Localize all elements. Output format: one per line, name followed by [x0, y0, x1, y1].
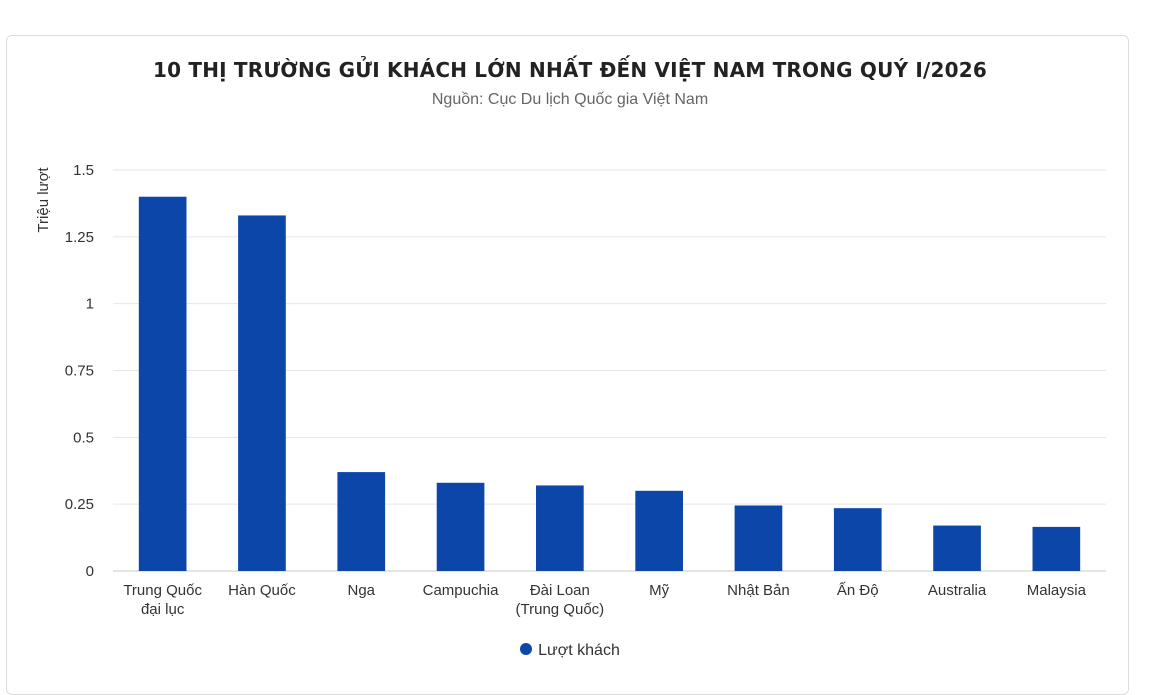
x-tick-label-line: đại lục [141, 601, 185, 618]
y-axis-ticks: 0 0.25 0.5 0.75 1 1.25 1.5 [65, 162, 94, 580]
chart-title: 10 THỊ TRƯỜNG GỬI KHÁCH LỚN NHẤT ĐẾN VIỆ… [152, 58, 988, 82]
bar[interactable] [536, 485, 584, 571]
x-axis-ticks: Trung Quốc đại lục Hàn Quốc Nga Campuchia Đài… [123, 582, 1086, 618]
bar-chart: 0 0.25 0.5 0.75 1 1.25 1.5 Triệu lượt Trung Qu… [35, 162, 1106, 618]
x-tick-label: Mỹ [649, 582, 669, 599]
x-tick-label: Malaysia [1027, 582, 1087, 599]
x-tick-label: Campuchia [423, 582, 500, 599]
bar[interactable] [1032, 526, 1081, 571]
bar[interactable] [933, 525, 981, 571]
x-tick-label-line: Australia [928, 582, 987, 599]
bar[interactable] [734, 505, 783, 571]
bars [138, 196, 1081, 572]
legend-marker [520, 642, 533, 655]
y-tick-label: 0.5 [73, 429, 94, 446]
x-tick-label-line: Ấn Độ [837, 582, 879, 599]
x-tick-label-line: Đài Loan [530, 582, 590, 599]
y-tick-label: 1.25 [65, 229, 94, 246]
x-tick-label-line: Mỹ [649, 582, 669, 599]
x-tick-label-line: Trung Quốc [123, 582, 202, 599]
x-tick-label-line: Hàn Quốc [228, 582, 296, 599]
bar[interactable] [337, 472, 386, 571]
x-tick-label: Australia [928, 582, 987, 599]
x-tick-label: Nhật Bản [727, 582, 790, 599]
y-tick-label: 1 [86, 296, 94, 313]
legend-label: Lượt khách [538, 642, 620, 659]
x-tick-label-line: Campuchia [423, 582, 500, 599]
x-tick-label-line: Nga [347, 582, 375, 599]
y-tick-label: 0.25 [65, 496, 94, 513]
x-tick-label: Nga [347, 582, 375, 599]
y-tick-label: 1.5 [73, 162, 94, 179]
bar[interactable] [138, 196, 187, 571]
x-tick-label: Đài Loan (Trung Quốc) [516, 582, 605, 618]
y-tick-label: 0.75 [65, 363, 94, 380]
x-tick-label-line: Malaysia [1027, 582, 1087, 599]
y-axis-label: Triệu lượt [35, 167, 52, 233]
x-tick-label-line: (Trung Quốc) [516, 601, 605, 618]
x-tick-label: Ấn Độ [837, 582, 879, 599]
chart-card [6, 35, 1129, 695]
x-tick-label: Trung Quốc đại lục [123, 582, 202, 618]
x-tick-label-line: Nhật Bản [727, 582, 790, 599]
chart-subtitle: Nguồn: Cục Du lịch Quốc gia Việt Nam [431, 91, 709, 108]
y-tick-label: 0 [86, 563, 94, 580]
legend[interactable]: Lượt khách [0, 642, 1140, 660]
x-tick-label: Hàn Quốc [228, 582, 296, 599]
bar[interactable] [833, 508, 882, 571]
bar[interactable] [635, 490, 683, 571]
bar[interactable] [238, 215, 286, 572]
bar[interactable] [436, 482, 485, 571]
